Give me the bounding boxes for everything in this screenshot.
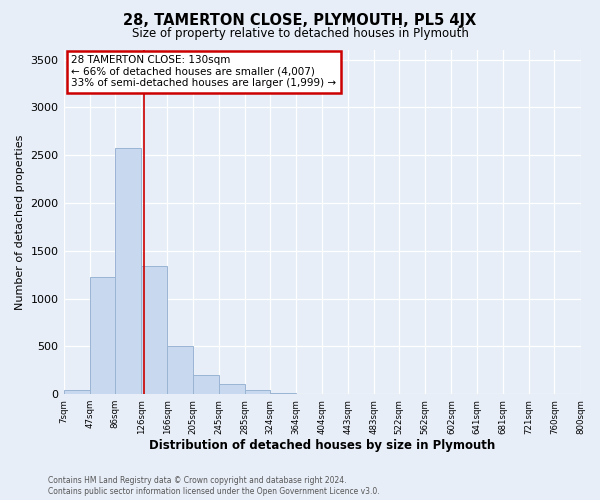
Text: Size of property relative to detached houses in Plymouth: Size of property relative to detached ho… [131, 28, 469, 40]
Bar [64, 390, 89, 394]
Bar [193, 375, 218, 394]
Bar [167, 346, 193, 394]
Text: 28, TAMERTON CLOSE, PLYMOUTH, PL5 4JX: 28, TAMERTON CLOSE, PLYMOUTH, PL5 4JX [124, 12, 476, 28]
Text: 28 TAMERTON CLOSE: 130sqm
← 66% of detached houses are smaller (4,007)
33% of se: 28 TAMERTON CLOSE: 130sqm ← 66% of detac… [71, 55, 337, 88]
Bar [218, 384, 245, 394]
Text: Contains HM Land Registry data © Crown copyright and database right 2024.
Contai: Contains HM Land Registry data © Crown c… [48, 476, 380, 496]
Bar [245, 390, 270, 394]
Bar [115, 148, 141, 394]
Bar [89, 276, 115, 394]
X-axis label: Distribution of detached houses by size in Plymouth: Distribution of detached houses by size … [149, 440, 495, 452]
Bar [141, 266, 167, 394]
Bar [270, 393, 296, 394]
Y-axis label: Number of detached properties: Number of detached properties [15, 134, 25, 310]
